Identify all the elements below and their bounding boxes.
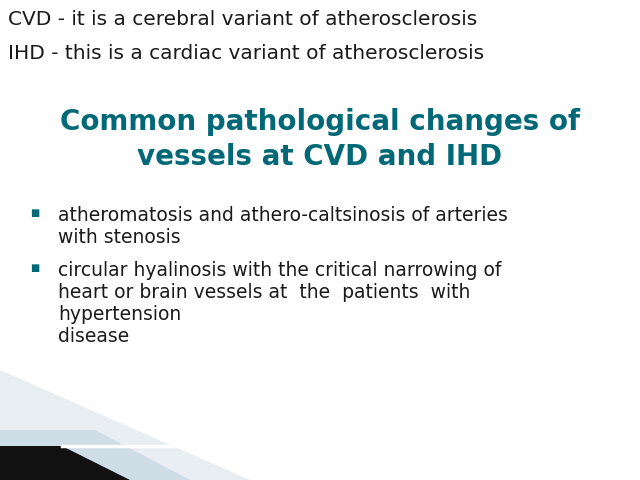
- Text: Common pathological changes of: Common pathological changes of: [60, 108, 580, 136]
- Text: heart or brain vessels at  the  patients  with: heart or brain vessels at the patients w…: [58, 283, 470, 302]
- Text: IHD - this is a cardiac variant of atherosclerosis: IHD - this is a cardiac variant of ather…: [8, 44, 484, 63]
- Text: CVD - it is a cerebral variant of atherosclerosis: CVD - it is a cerebral variant of athero…: [8, 10, 477, 29]
- Text: atheromatosis and athero-caltsinosis of arteries: atheromatosis and athero-caltsinosis of …: [58, 206, 508, 225]
- Text: ■: ■: [30, 263, 39, 273]
- Text: ■: ■: [30, 208, 39, 218]
- Text: with stenosis: with stenosis: [58, 228, 180, 247]
- Polygon shape: [0, 430, 190, 480]
- Text: circular hyalinosis with the critical narrowing of: circular hyalinosis with the critical na…: [58, 261, 501, 280]
- Text: hypertension: hypertension: [58, 305, 181, 324]
- Text: disease: disease: [58, 327, 129, 346]
- Text: vessels at CVD and IHD: vessels at CVD and IHD: [138, 143, 502, 171]
- Polygon shape: [0, 446, 130, 480]
- Polygon shape: [0, 370, 250, 480]
